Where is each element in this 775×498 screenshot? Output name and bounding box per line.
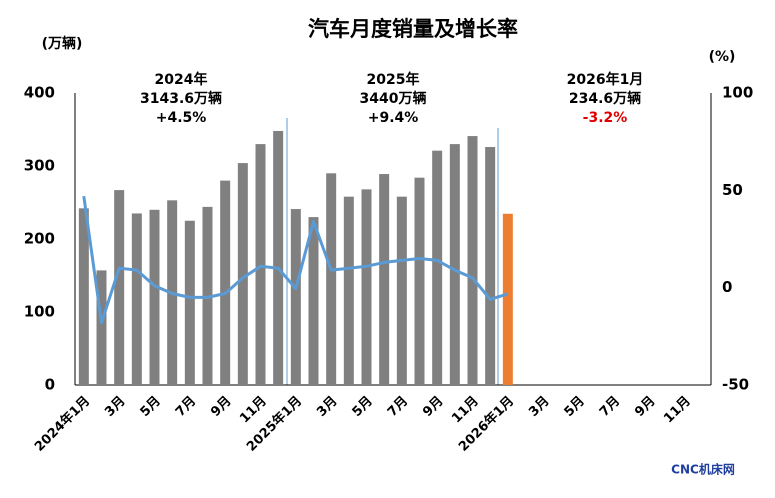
bar <box>361 189 372 385</box>
bar <box>255 144 266 385</box>
x-tick-label: 9月 <box>632 394 658 420</box>
bar <box>343 196 354 385</box>
x-tick-label: 9月 <box>208 394 234 420</box>
y-tick-label: 200 <box>24 230 55 248</box>
x-tick-label: 9月 <box>420 394 446 420</box>
bar <box>184 220 195 385</box>
y-tick-label: 300 <box>24 157 55 175</box>
annotation: +9.4% <box>368 110 419 126</box>
annotation: 3143.6万辆 <box>140 90 222 107</box>
x-tick-label: 11月 <box>237 394 270 427</box>
x-tick-label: 7月 <box>385 394 411 420</box>
y-axis-label: (万辆) <box>42 35 83 52</box>
bar <box>290 209 301 385</box>
y2-tick-label: 0 <box>722 278 732 296</box>
annotation: 2024年 <box>155 71 208 88</box>
annotation: 2025年 <box>367 71 420 88</box>
y2-tick-label: 100 <box>722 84 753 102</box>
y-tick-label: 400 <box>24 84 55 102</box>
bar <box>114 190 125 385</box>
bar <box>414 177 425 385</box>
x-tick-label: 3月 <box>102 394 128 420</box>
bar <box>432 150 443 385</box>
y2-tick-label: -50 <box>722 376 749 394</box>
y-tick-label: 100 <box>24 303 55 321</box>
annotation: -3.2% <box>583 110 628 126</box>
x-tick-label: 7月 <box>173 394 199 420</box>
bar <box>308 217 319 385</box>
bar <box>273 130 284 385</box>
bar <box>131 213 142 385</box>
bar <box>326 173 337 385</box>
bar <box>96 270 107 385</box>
chart-title: 汽车月度销量及增长率 <box>308 17 518 41</box>
bar <box>485 147 496 385</box>
annotation: +4.5% <box>156 110 207 126</box>
x-tick-label: 11月 <box>661 394 694 427</box>
bar <box>502 213 513 385</box>
bar <box>149 209 160 385</box>
bar <box>449 144 460 385</box>
y-tick-label: 0 <box>45 376 55 394</box>
x-tick-label: 5月 <box>562 394 588 420</box>
x-tick-label: 3月 <box>526 394 552 420</box>
x-tick-label: 3月 <box>314 394 340 420</box>
y2-axis-label: (%) <box>709 49 736 65</box>
bar <box>220 180 231 385</box>
x-tick-label: 7月 <box>597 394 623 420</box>
y2-tick-label: 50 <box>722 181 743 199</box>
annotation: 3440万辆 <box>360 90 427 107</box>
bar <box>237 163 248 385</box>
x-tick-label: 5月 <box>350 394 376 420</box>
source: CNC机床网 <box>671 462 735 477</box>
x-tick-label: 2024年1月 <box>31 393 93 455</box>
x-tick-label: 11月 <box>449 394 482 427</box>
line <box>82 195 509 325</box>
bar <box>396 196 407 385</box>
bar <box>78 208 89 385</box>
annotation: 234.6万辆 <box>569 90 641 107</box>
bar <box>467 136 478 385</box>
bar <box>379 174 390 385</box>
x-tick-label: 5月 <box>138 394 164 420</box>
annotation: 2026年1月 <box>567 71 644 88</box>
